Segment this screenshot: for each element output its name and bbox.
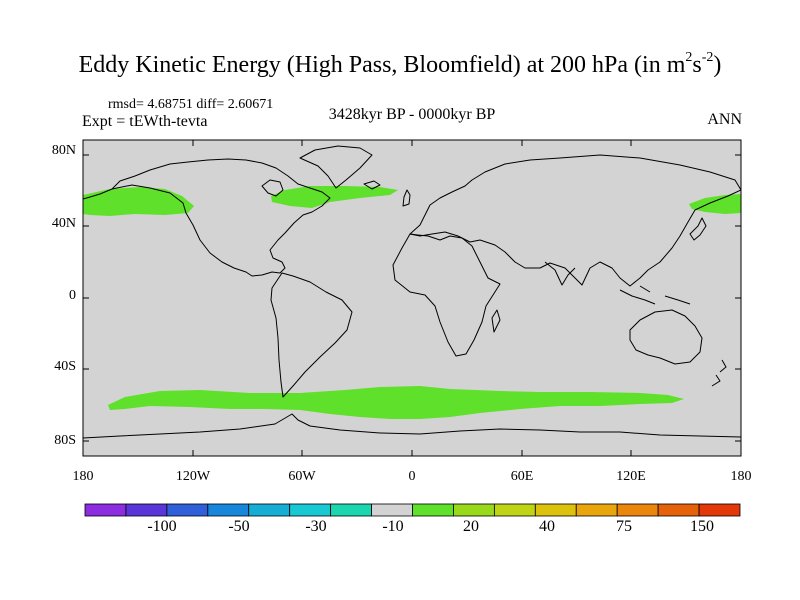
season-label: ANN xyxy=(707,111,742,128)
colorbar-swatch xyxy=(125,503,168,517)
colorbar-swatch xyxy=(289,503,332,517)
lat-label: 40N xyxy=(51,216,76,231)
title-unit-s: s xyxy=(692,52,702,78)
anomaly-southern-ocean xyxy=(108,386,684,419)
colorbar-tick-label: -50 xyxy=(228,518,250,535)
coast-iceland xyxy=(363,180,381,190)
colorbar-swatch xyxy=(575,503,618,517)
anomaly-north-atlantic xyxy=(271,186,398,208)
coast-eurasia xyxy=(409,154,741,287)
title-unit-exp2: -2 xyxy=(701,50,714,65)
coast-japan xyxy=(689,217,707,241)
coast-new-zealand xyxy=(711,359,727,387)
anomaly-north-pacific xyxy=(83,187,194,216)
lat-label: 80S xyxy=(54,433,76,448)
stats-text: rmsd= 4.68751 diff= 2.60671 xyxy=(108,97,274,112)
lon-label: 120W xyxy=(175,469,211,484)
lon-label: 60E xyxy=(510,469,534,484)
colorbar-swatch xyxy=(84,503,127,517)
chart-title: Eddy Kinetic Energy (High Pass, Bloomfie… xyxy=(0,50,800,79)
colorbar-tick-label: 20 xyxy=(463,518,479,535)
anomaly-west-pacific xyxy=(689,194,741,214)
coast-madagascar xyxy=(491,309,501,333)
coast-africa xyxy=(392,233,501,357)
colorbar-tick-label: 75 xyxy=(616,518,632,535)
colorbar-swatch xyxy=(207,503,250,517)
axis-ticks xyxy=(82,140,742,456)
colorbar-tick-label: -10 xyxy=(382,518,404,535)
colorbar-swatch xyxy=(616,503,659,517)
lon-label: 180 xyxy=(730,469,752,484)
coast-north-america xyxy=(111,158,331,277)
colorbar-swatch xyxy=(371,503,413,517)
title-unit-exp1: 2 xyxy=(685,50,693,65)
coast-hudson-bay xyxy=(261,179,284,197)
coast-greenland xyxy=(299,145,373,189)
colorbar-tick-label: -100 xyxy=(147,518,177,535)
lon-label: 120E xyxy=(616,469,646,484)
colorbar xyxy=(84,503,741,517)
coast-indonesia xyxy=(619,285,691,305)
colorbar-tick-label: 40 xyxy=(539,518,555,535)
coast-antarctica xyxy=(83,413,741,439)
title-close: ) xyxy=(713,52,722,78)
colorbar-swatch xyxy=(698,503,741,517)
title-text: Eddy Kinetic Energy (High Pass, Bloomfie… xyxy=(78,52,686,78)
coast-australia xyxy=(629,309,703,365)
colorbar-swatch xyxy=(493,503,536,517)
colorbar-swatch xyxy=(453,503,495,517)
lon-label: 180 xyxy=(72,469,94,484)
colorbar-swatch xyxy=(412,503,454,517)
colorbar-swatch xyxy=(248,503,291,517)
lon-label: 0 xyxy=(408,469,416,484)
lat-label: 0 xyxy=(69,288,76,303)
colorbar-swatch xyxy=(657,503,700,517)
coast-india xyxy=(544,261,576,286)
coast-britain xyxy=(402,189,411,207)
coastlines xyxy=(83,145,741,439)
colorbar-tick-label: 150 xyxy=(690,518,714,535)
lat-label: 40S xyxy=(54,359,76,374)
colorbar-swatch xyxy=(534,503,577,517)
coast-alaska-peninsula xyxy=(83,188,113,200)
lon-label: 60W xyxy=(288,469,316,484)
experiment-label: Expt = tEWth-tevta xyxy=(82,113,208,130)
colorbar-tick-label: -30 xyxy=(305,518,327,535)
coast-south-america xyxy=(270,272,353,398)
period-label: 3428kyr BP - 0000kyr BP xyxy=(328,106,496,123)
colorbar-swatch xyxy=(166,503,209,517)
colorbar-swatch xyxy=(330,503,372,517)
lat-label: 80N xyxy=(51,143,76,158)
